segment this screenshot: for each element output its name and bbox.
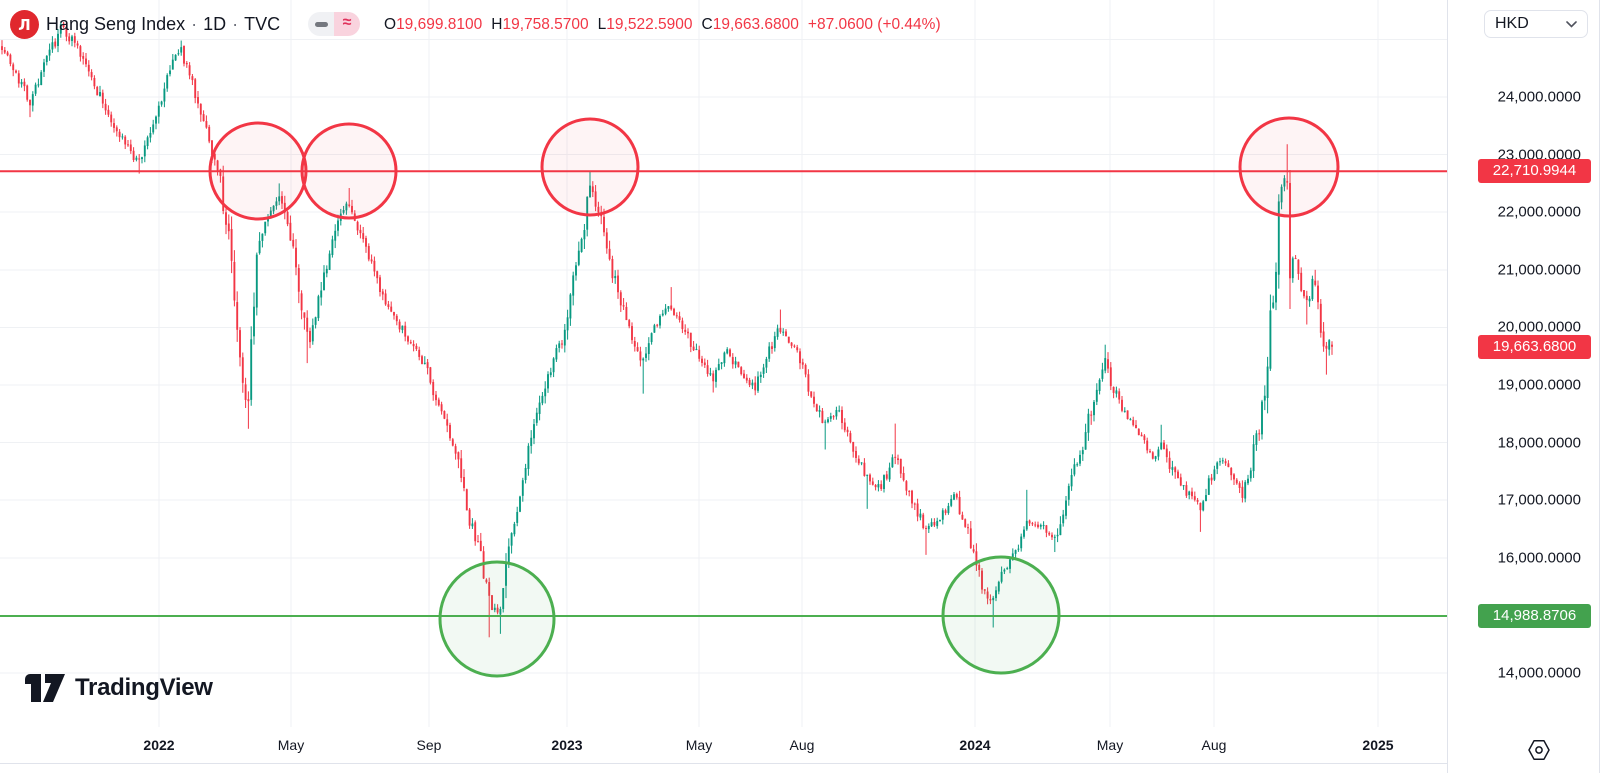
touch-circle[interactable] [1238,116,1340,218]
currency-label: HKD [1495,15,1529,32]
price-axis[interactable]: HKD 24,000.0000 23,000.0000 22,000.0000 21,… [1447,0,1599,773]
price-badge-last: 19,663.6800 [1478,334,1591,359]
price-tick-label: 16,000.0000 [1497,549,1581,567]
symbol-name: Hang Seng Index [46,14,186,34]
time-tick-label: 2022 [143,737,175,753]
currency-button[interactable]: HKD [1484,10,1588,38]
toggle-left[interactable] [308,12,334,36]
chevron-down-icon [1566,20,1577,28]
time-axis[interactable]: 2022 May Sep 2023 May Aug 2024 May Aug 2025 [0,727,1447,764]
chart-pane[interactable]: Л Hang Seng Index · 1D · TVC ≈ O19,699.8100 H… [0,0,1447,727]
title-separator: · [191,14,198,34]
exchange-label: TVC [244,14,281,34]
price-tick-label: 18,000.0000 [1497,434,1581,452]
time-tick-label: Sep [416,737,442,753]
svg-text:Л: Л [18,16,30,34]
title-separator: · [232,14,239,34]
symbol-logo-icon[interactable]: Л [10,10,39,39]
time-tick-label: 2023 [551,737,583,753]
settings-icon[interactable] [1528,739,1550,761]
price-tick-label: 17,000.0000 [1497,491,1581,509]
price-tick-label: 21,000.0000 [1497,261,1581,279]
interval-label: 1D [203,14,227,34]
price-tick-label: 19,000.0000 [1497,376,1581,394]
touch-circle[interactable] [208,121,308,221]
candles [1,21,1333,638]
data-mode-toggle[interactable]: ≈ [308,12,360,36]
time-tick-label: May [1096,737,1124,753]
touch-circle[interactable] [300,122,398,220]
price-tick-label: 24,000.0000 [1497,88,1581,106]
price-badge-support: 14,988.8706 [1478,604,1591,629]
price-tick-label: 14,000.0000 [1497,664,1581,682]
tradingview-logo-icon [25,674,65,702]
toggle-right[interactable]: ≈ [334,12,360,36]
time-tick-label: 2025 [1362,737,1394,753]
price-tick-label: 20,000.0000 [1497,318,1581,336]
watermark-text: TradingView [75,674,213,701]
time-tick-label: Aug [789,737,815,753]
symbol-title[interactable]: Hang Seng Index · 1D · TVC [46,12,280,36]
price-badge-resistance: 22,710.9944 [1478,159,1591,184]
time-tick-label: May [277,737,305,753]
price-tick-label: 23,000.0000 [1497,146,1581,164]
time-tick-label: Aug [1201,737,1227,753]
touch-circle[interactable] [438,560,556,678]
time-tick-label: May [685,737,713,753]
touch-circle[interactable] [540,117,640,217]
time-tick-label: 2024 [959,737,991,753]
chart-canvas[interactable] [0,0,1447,727]
tradingview-watermark[interactable]: TradingView [24,674,213,702]
approx-icon: ≈ [342,14,352,31]
dash-icon [314,21,328,27]
price-tick-label: 22,000.0000 [1497,203,1581,221]
touch-circle[interactable] [941,555,1061,675]
